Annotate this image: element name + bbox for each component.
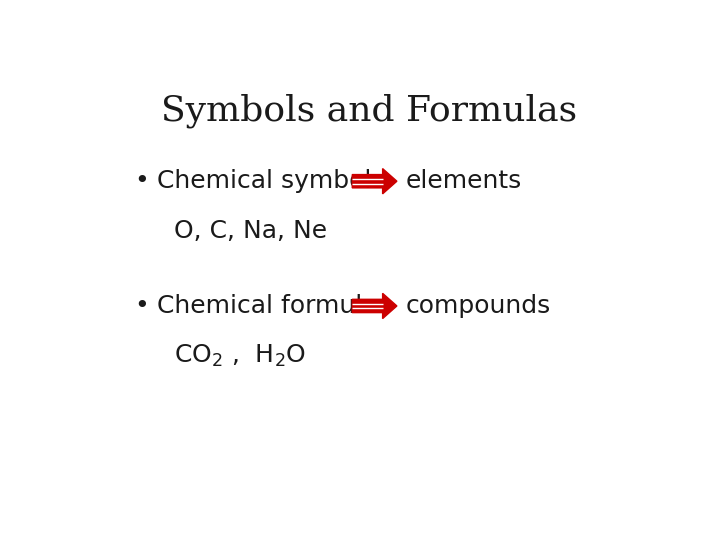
Text: elements: elements: [405, 169, 521, 193]
Text: CO$_2$ ,  H$_2$O: CO$_2$ , H$_2$O: [174, 343, 306, 369]
FancyArrow shape: [352, 293, 397, 319]
Text: Chemical symbols: Chemical symbols: [157, 169, 384, 193]
Text: Chemical formulas: Chemical formulas: [157, 294, 390, 318]
Text: O, C, Na, Ne: O, C, Na, Ne: [174, 219, 327, 243]
FancyArrow shape: [352, 168, 397, 194]
Text: •: •: [135, 169, 149, 193]
Text: •: •: [135, 294, 149, 318]
Text: compounds: compounds: [405, 294, 551, 318]
Text: Symbols and Formulas: Symbols and Formulas: [161, 94, 577, 129]
